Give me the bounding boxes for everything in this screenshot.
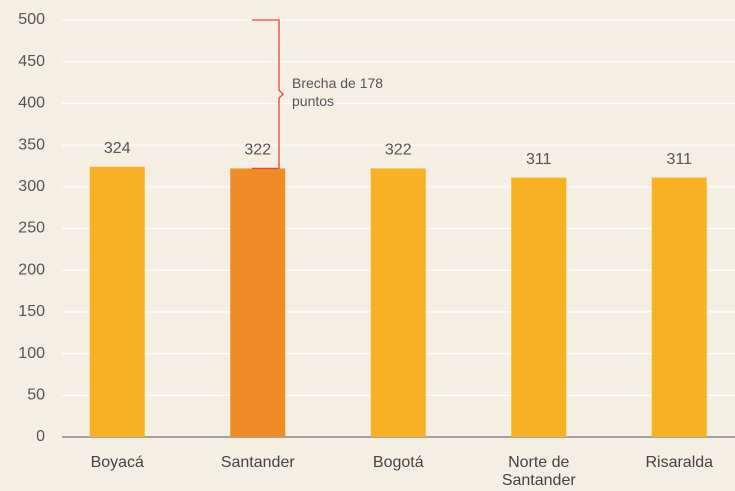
y-tick-label: 400	[18, 95, 45, 112]
x-tick-label: Santander	[220, 454, 295, 471]
x-tick-label: Risaralda	[645, 454, 714, 471]
y-tick-label: 450	[18, 53, 45, 70]
y-tick-label: 200	[18, 261, 45, 278]
x-tick-label: Boyacá	[90, 454, 144, 471]
annotation: Brecha de 178 puntos	[292, 75, 384, 110]
value-label: 324	[104, 140, 131, 157]
y-tick-label: 300	[18, 178, 45, 195]
y-tick-label: 350	[18, 136, 45, 153]
y-tick-label: 250	[18, 220, 45, 237]
y-tick-label: 100	[18, 345, 45, 362]
bar	[651, 177, 707, 437]
y-tick-label: 0	[36, 428, 45, 445]
bar	[511, 177, 567, 437]
value-label: 322	[385, 142, 412, 159]
gap-bracket	[252, 19, 284, 170]
x-tick-label: Bogotá	[372, 454, 424, 471]
y-tick-label: 50	[27, 387, 45, 404]
value-label: 322	[244, 142, 271, 159]
y-tick-label: 500	[18, 11, 45, 28]
bar	[230, 168, 286, 437]
y-tick-label: 150	[18, 303, 45, 320]
x-tick-label: Norte de Santander	[501, 454, 576, 489]
value-label: 311	[526, 151, 552, 168]
bar	[370, 168, 426, 437]
value-label: 311	[666, 151, 692, 168]
bar	[89, 166, 145, 437]
